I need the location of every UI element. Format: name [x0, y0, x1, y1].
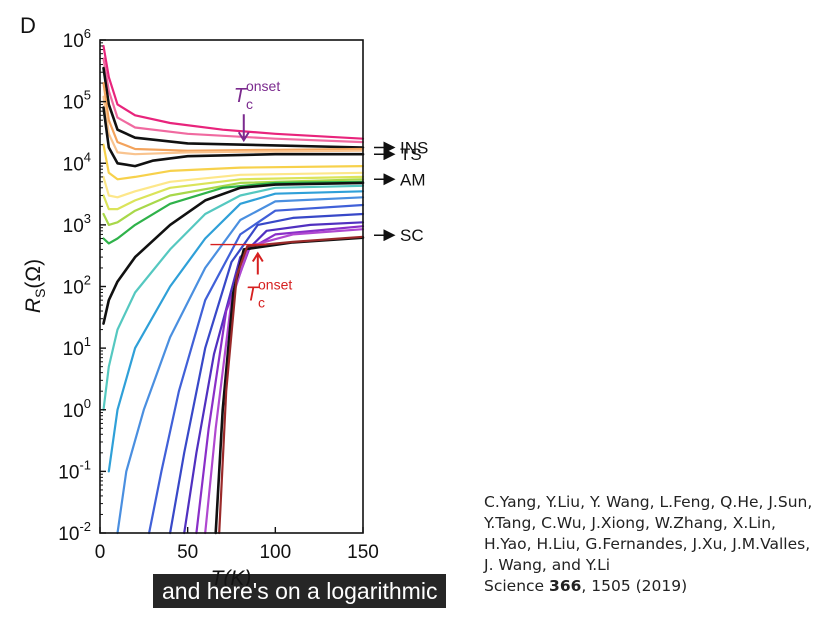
tc-onset-arrow-bottom — [251, 251, 264, 275]
series-line-1 — [102, 44, 365, 140]
citation-authors: C.Yang, Y.Liu, Y. Wang, L.Feng, Q.He, J.… — [484, 493, 813, 574]
series-line-17 — [169, 212, 365, 535]
tc-onset-arrow-top — [237, 114, 250, 143]
y-tick-label: 105 — [63, 88, 91, 114]
y-tick-label: 10-1 — [58, 457, 91, 483]
y-tick-label: 102 — [63, 273, 91, 299]
x-tick-label: 0 — [95, 542, 106, 563]
chart-panel: D 0 50 100 150 10-2 10-1 100 101 102 103 104 105 106… — [20, 13, 428, 590]
video-caption: and here's on a logarithmic — [153, 574, 447, 608]
y-tick-label: 103 — [63, 211, 91, 237]
series-line-8 — [102, 171, 365, 199]
citation-volume: 366 — [549, 577, 582, 595]
series-line-9 — [102, 175, 365, 211]
annotation-label-ins: INS — [400, 139, 428, 158]
x-tick-label: 50 — [177, 542, 198, 563]
series-line-14 — [107, 190, 365, 473]
series-line-4 — [102, 81, 365, 152]
ticks-layer: 0 50 100 150 10-2 10-1 100 101 102 103 104 105 106 — [58, 26, 379, 563]
series-line-20 — [204, 228, 365, 535]
panel-label: D — [20, 13, 36, 38]
citation-journal: Science — [484, 577, 545, 595]
series-line-7 — [102, 143, 365, 181]
series-line-5 — [102, 95, 365, 156]
series-line-11 — [102, 180, 365, 245]
series-line-18 — [183, 221, 365, 535]
citation: C.Yang, Y.Liu, Y. Wang, L.Feng, Q.He, J.… — [484, 492, 814, 597]
resistance-temperature-chart: D 0 50 100 150 10-2 10-1 100 101 102 103 104 105 106… — [20, 13, 428, 590]
series-line-10 — [102, 178, 365, 226]
y-tick-label: 101 — [63, 334, 91, 360]
y-axis-title: RS(Ω) — [22, 259, 48, 313]
annotation-label-am: AM — [400, 170, 426, 189]
y-tick-label: 104 — [63, 149, 91, 175]
annotation-label-sc: SC — [400, 226, 424, 245]
series-line-22 — [218, 235, 365, 535]
series-line-15 — [116, 196, 365, 535]
series-line-3 — [102, 66, 365, 149]
citation-pages-year: , 1505 (2019) — [581, 577, 688, 595]
series-line-2 — [102, 57, 365, 144]
y-tick-label: 100 — [63, 396, 91, 422]
series-line-13 — [102, 184, 365, 411]
y-tick-label: 10-2 — [58, 519, 91, 545]
x-tick-label: 150 — [347, 542, 379, 563]
x-tick-label: 100 — [259, 542, 291, 563]
series-line-12 — [102, 181, 365, 325]
tc-onset-label-bottom: Tconset — [246, 277, 293, 311]
tc-onset-label-top: Tconset — [234, 78, 281, 112]
series-line-16 — [148, 203, 365, 535]
y-tick-label: 106 — [63, 26, 91, 52]
annotation-label-ts: TS — [400, 145, 422, 164]
series-line-6 — [102, 106, 365, 168]
series-layer — [102, 44, 365, 535]
